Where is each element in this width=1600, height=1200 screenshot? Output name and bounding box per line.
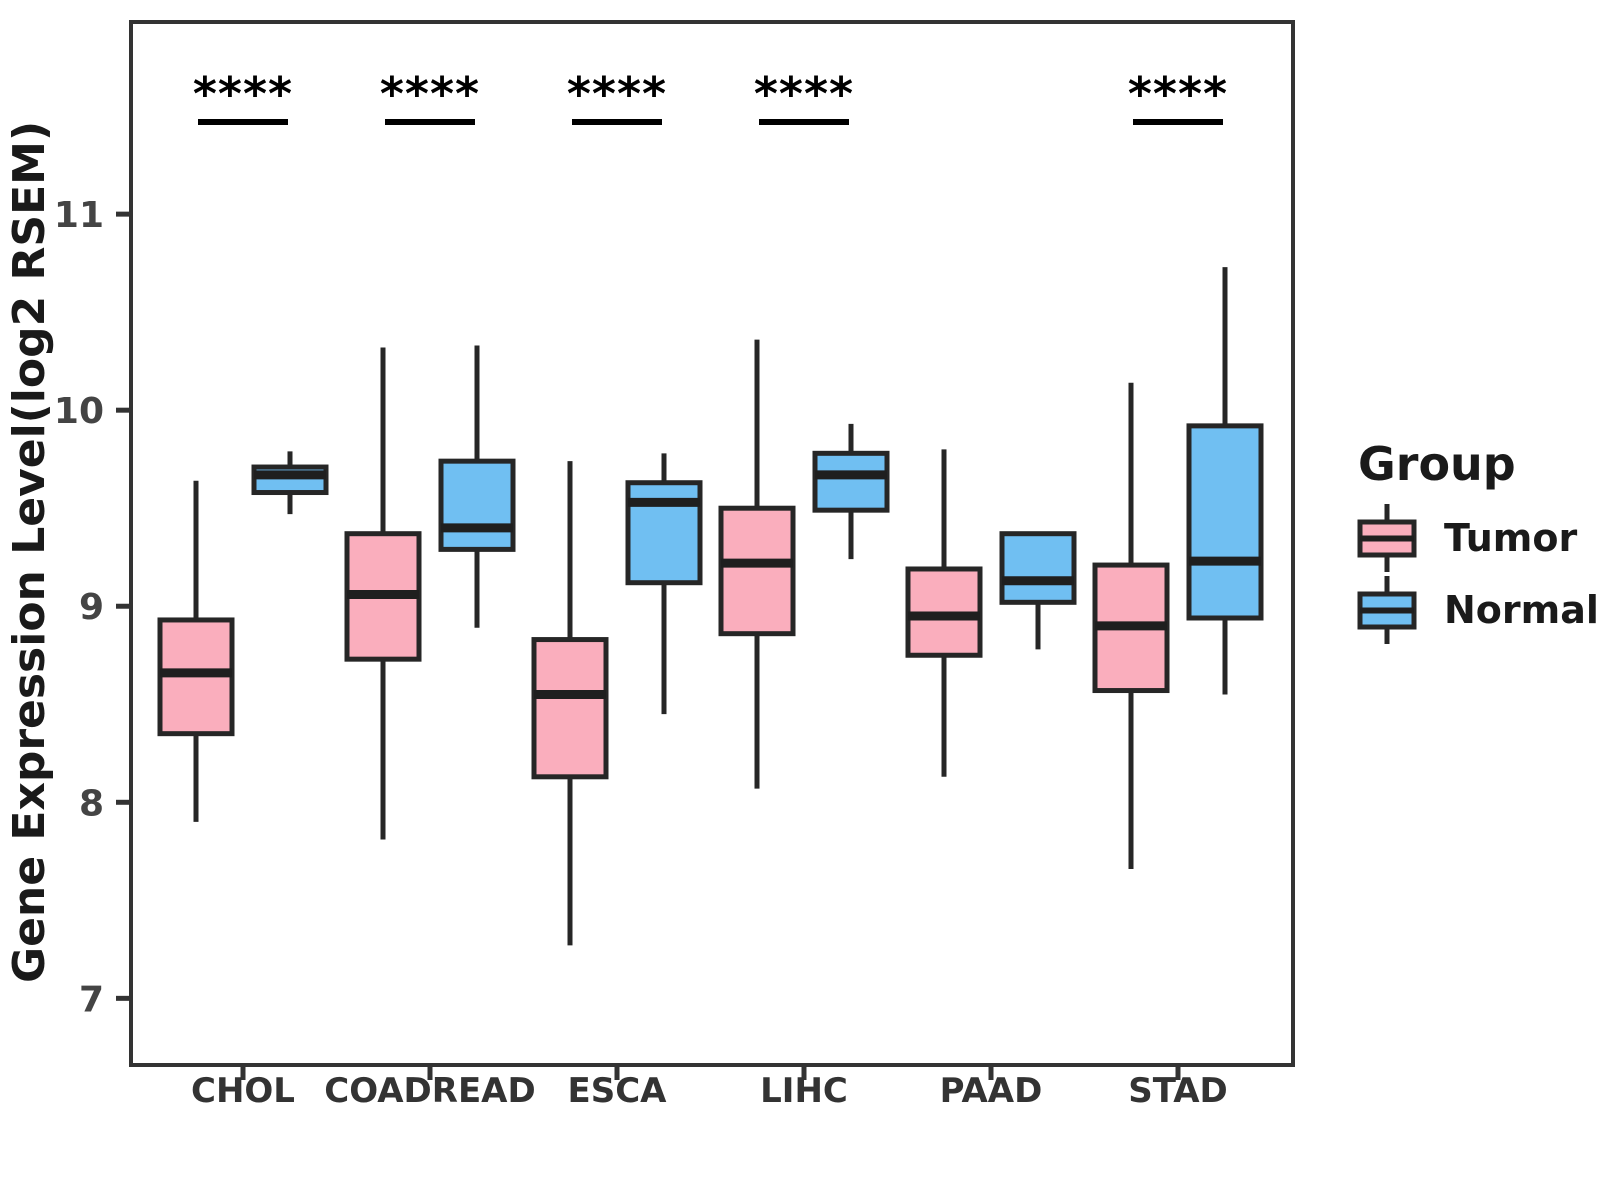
- x-axis-category-label: ESCA: [568, 1071, 668, 1111]
- legend-item-tumor: Tumor: [1352, 502, 1599, 574]
- legend-title: Group: [1358, 437, 1516, 491]
- box-paad-normal: [999, 531, 1077, 605]
- legend-item-normal: Normal: [1352, 574, 1599, 646]
- legend: Group Tumor Normal: [1352, 438, 1599, 646]
- significance-stars: ****: [1128, 67, 1228, 121]
- significance-stars: ****: [754, 67, 854, 121]
- normal-boxplot-glyph-icon: [1357, 576, 1417, 644]
- x-axis-category-label: PAAD: [940, 1071, 1043, 1111]
- panel-border: [129, 20, 1295, 1067]
- y-axis-tick-label: 11: [54, 195, 104, 236]
- x-axis-category-label: COADREAD: [324, 1071, 535, 1111]
- y-axis-tick-label: 9: [79, 587, 104, 628]
- y-axis-tick-label: 10: [54, 391, 104, 432]
- box-stad-normal: [1186, 423, 1264, 621]
- box-coadread-normal: [438, 458, 516, 552]
- box-lihc-tumor: [718, 505, 796, 637]
- significance-stars: ****: [193, 67, 293, 121]
- y-axis-tick-label: 8: [79, 783, 104, 824]
- legend-label-tumor: Tumor: [1444, 516, 1578, 560]
- significance-stars: ****: [380, 67, 480, 121]
- x-axis-category-label: LIHC: [760, 1071, 848, 1111]
- significance-stars: ****: [567, 67, 667, 121]
- box-esca-normal: [625, 480, 703, 586]
- box-lihc-normal: [812, 450, 890, 513]
- x-axis-category-label: CHOL: [191, 1071, 295, 1111]
- x-axis-category-label: STAD: [1128, 1071, 1228, 1111]
- y-axis-title: Gene Expression Level(log2 RSEM): [4, 121, 55, 983]
- box-esca-tumor: [531, 637, 609, 780]
- y-axis-tick-label: 7: [79, 979, 104, 1020]
- legend-label-normal: Normal: [1444, 588, 1599, 632]
- tumor-boxplot-glyph-icon: [1357, 504, 1417, 572]
